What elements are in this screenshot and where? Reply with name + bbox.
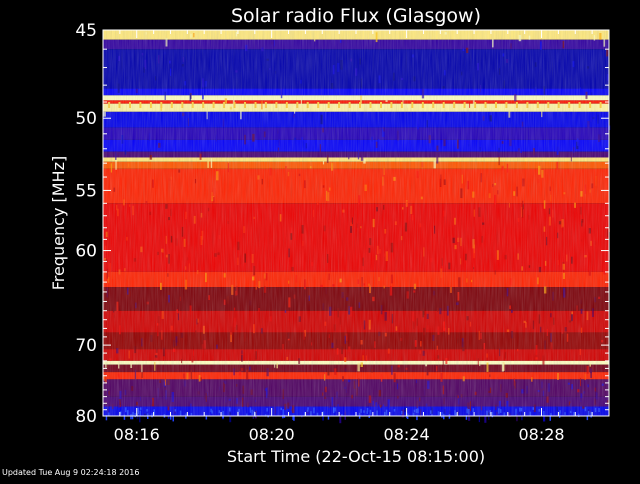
heatmap-speckle bbox=[172, 415, 174, 422]
heatmap-speckle bbox=[416, 414, 418, 421]
heatmap-speckle bbox=[586, 415, 589, 421]
heatmap-speckle bbox=[252, 415, 254, 419]
x-axis-label: Start Time (22-Oct-15 08:15:00) bbox=[227, 447, 485, 466]
heatmap-speckle bbox=[229, 412, 232, 423]
heatmap-speckle bbox=[516, 413, 518, 422]
heatmap-speckle bbox=[292, 415, 294, 420]
y-tick-label: 80 bbox=[75, 407, 97, 427]
x-tick-label: 08:20 bbox=[249, 425, 295, 444]
y-tick-label: 70 bbox=[75, 336, 97, 356]
y-tick-label: 55 bbox=[75, 181, 97, 201]
heatmap-speckle bbox=[465, 414, 468, 420]
y-axis-label: Frequency [MHz] bbox=[49, 156, 68, 290]
heatmap-speckle bbox=[549, 415, 551, 421]
heatmap-speckle bbox=[130, 414, 132, 420]
y-tick-label: 60 bbox=[75, 242, 97, 262]
y-tick-label: 45 bbox=[75, 21, 97, 41]
y-axis: 45 50 55 60 70 80 bbox=[75, 21, 609, 427]
x-tick-label: 08:24 bbox=[384, 425, 430, 444]
y-tick-label: 50 bbox=[75, 109, 97, 129]
heatmap-speckle bbox=[443, 413, 445, 420]
heatmap-speckle bbox=[293, 415, 295, 421]
heatmap-speckle bbox=[123, 414, 126, 420]
heatmap-speckle bbox=[131, 413, 134, 420]
heatmap-speckle bbox=[478, 414, 480, 423]
x-axis: 08:16 08:20 08:24 08:28 bbox=[102, 30, 610, 444]
heatmap-speckle bbox=[484, 414, 487, 423]
heatmap-speckle bbox=[170, 414, 172, 420]
heatmap-speckle bbox=[205, 414, 208, 420]
heatmap-speckle bbox=[339, 414, 342, 424]
heatmap-speckle bbox=[543, 412, 546, 422]
x-tick-label: 08:16 bbox=[114, 425, 160, 444]
heatmap-speckle bbox=[139, 415, 141, 423]
spectrogram-texture bbox=[103, 30, 609, 416]
heatmap-speckle bbox=[327, 415, 330, 420]
chart-title: Solar radio Flux (Glasgow) bbox=[231, 5, 481, 27]
heatmap-speckle bbox=[105, 415, 108, 421]
x-tick-label: 08:28 bbox=[518, 425, 564, 444]
updated-timestamp: Updated Tue Aug 9 02:24:18 2016 bbox=[2, 468, 140, 477]
